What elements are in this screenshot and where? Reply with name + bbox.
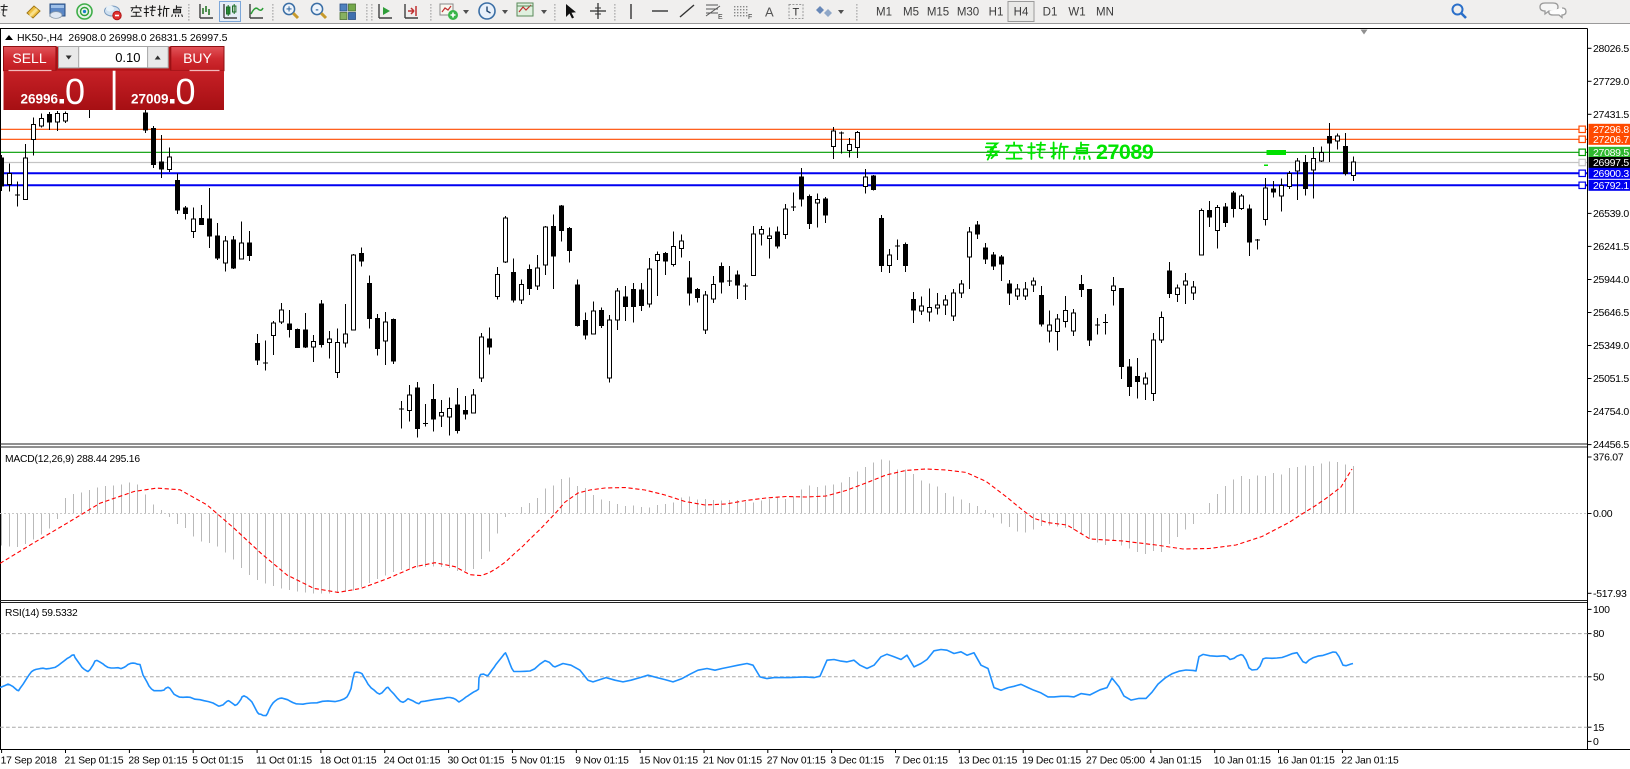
svg-text:H1: H1	[989, 7, 1004, 19]
svg-text:27089.5: 27089.5	[1593, 147, 1629, 159]
svg-text:4 Jan 01:15: 4 Jan 01:15	[1150, 756, 1202, 767]
svg-text:SELL: SELL	[12, 50, 46, 66]
svg-text:24754.0: 24754.0	[1593, 406, 1629, 418]
svg-text:25646.5: 25646.5	[1593, 307, 1629, 319]
svg-text:25051.5: 25051.5	[1593, 373, 1629, 385]
svg-text:27009: 27009	[131, 92, 169, 107]
svg-text:HK50-,H4 26908.0 26998.0 2683: HK50-,H4 26908.0 26998.0 26831.5 26997.5	[17, 32, 228, 44]
svg-text:26900.3: 26900.3	[1593, 168, 1629, 180]
svg-text:10 Jan 01:15: 10 Jan 01:15	[1214, 756, 1272, 767]
svg-text:5 Nov 01:15: 5 Nov 01:15	[511, 756, 565, 767]
svg-text:16 Jan 01:15: 16 Jan 01:15	[1278, 756, 1336, 767]
svg-text:H4: H4	[1014, 7, 1029, 19]
svg-text:25944.0: 25944.0	[1593, 274, 1629, 286]
svg-text:0: 0	[65, 71, 85, 112]
svg-text:26996: 26996	[21, 92, 59, 107]
svg-text:17 Sep 2018: 17 Sep 2018	[1, 756, 58, 767]
svg-text:7 Dec 01:15: 7 Dec 01:15	[895, 756, 949, 767]
svg-text:22 Jan 01:15: 22 Jan 01:15	[1341, 756, 1399, 767]
svg-text:27 Nov 01:15: 27 Nov 01:15	[767, 756, 826, 767]
svg-text:27431.5: 27431.5	[1593, 109, 1629, 121]
svg-text:25349.0: 25349.0	[1593, 340, 1629, 352]
svg-text:27206.7: 27206.7	[1593, 134, 1629, 146]
svg-text:50: 50	[1593, 671, 1605, 683]
svg-text:W1: W1	[1068, 7, 1085, 19]
svg-text:E: E	[718, 14, 723, 21]
svg-text:19 Dec 01:15: 19 Dec 01:15	[1022, 756, 1081, 767]
svg-text:28026.5: 28026.5	[1593, 43, 1629, 55]
svg-text:30 Oct 01:15: 30 Oct 01:15	[448, 756, 505, 767]
svg-text:26997.5: 26997.5	[1593, 157, 1629, 169]
svg-text:18 Oct 01:15: 18 Oct 01:15	[320, 756, 377, 767]
svg-text:M5: M5	[903, 7, 919, 19]
svg-text:+: +	[286, 5, 292, 16]
svg-text:MN: MN	[1096, 7, 1114, 19]
svg-text:M30: M30	[957, 7, 979, 19]
svg-text:27729.0: 27729.0	[1593, 76, 1629, 88]
svg-text:T: T	[793, 7, 800, 19]
svg-text:15: 15	[1593, 722, 1605, 734]
svg-text:9 Nov 01:15: 9 Nov 01:15	[575, 756, 629, 767]
svg-text:5 Oct 01:15: 5 Oct 01:15	[192, 756, 244, 767]
svg-text:11 Oct 01:15: 11 Oct 01:15	[256, 756, 312, 767]
svg-text:28 Sep 01:15: 28 Sep 01:15	[128, 756, 187, 767]
svg-text:27296.8: 27296.8	[1593, 124, 1629, 136]
svg-text:80: 80	[1593, 628, 1605, 640]
svg-text:A: A	[765, 5, 774, 20]
svg-text:0: 0	[176, 71, 196, 112]
svg-text:21 Sep 01:15: 21 Sep 01:15	[65, 756, 124, 767]
svg-text:BUY: BUY	[183, 50, 212, 66]
svg-text:3 Dec 01:15: 3 Dec 01:15	[831, 756, 885, 767]
svg-text:0.10: 0.10	[115, 50, 140, 65]
svg-text:26241.5: 26241.5	[1593, 241, 1629, 253]
svg-text:0: 0	[1593, 736, 1599, 748]
svg-text:24 Oct 01:15: 24 Oct 01:15	[384, 756, 441, 767]
svg-text:376.07: 376.07	[1593, 452, 1624, 464]
svg-text:27 Dec 05:00: 27 Dec 05:00	[1086, 756, 1145, 767]
svg-text:M1: M1	[876, 7, 892, 19]
svg-text:27089: 27089	[1096, 140, 1154, 164]
svg-text:RSI(14) 59.5332: RSI(14) 59.5332	[5, 608, 78, 619]
svg-text:24456.5: 24456.5	[1593, 439, 1629, 451]
svg-text:D1: D1	[1043, 7, 1058, 19]
svg-text:M15: M15	[927, 7, 949, 19]
svg-text:100: 100	[1593, 604, 1610, 616]
svg-text:0.00: 0.00	[1593, 508, 1613, 520]
svg-text:26539.0: 26539.0	[1593, 208, 1629, 220]
svg-text:21 Nov 01:15: 21 Nov 01:15	[703, 756, 762, 767]
svg-text:26792.1: 26792.1	[1593, 180, 1629, 192]
svg-text:MACD(12,26,9) 288.44 295.16: MACD(12,26,9) 288.44 295.16	[5, 454, 140, 465]
svg-text:F: F	[748, 14, 752, 21]
svg-text:-517.93: -517.93	[1593, 588, 1627, 600]
svg-text:13 Dec 01:15: 13 Dec 01:15	[958, 756, 1017, 767]
svg-text:-: -	[315, 5, 318, 16]
svg-text:15 Nov 01:15: 15 Nov 01:15	[639, 756, 698, 767]
